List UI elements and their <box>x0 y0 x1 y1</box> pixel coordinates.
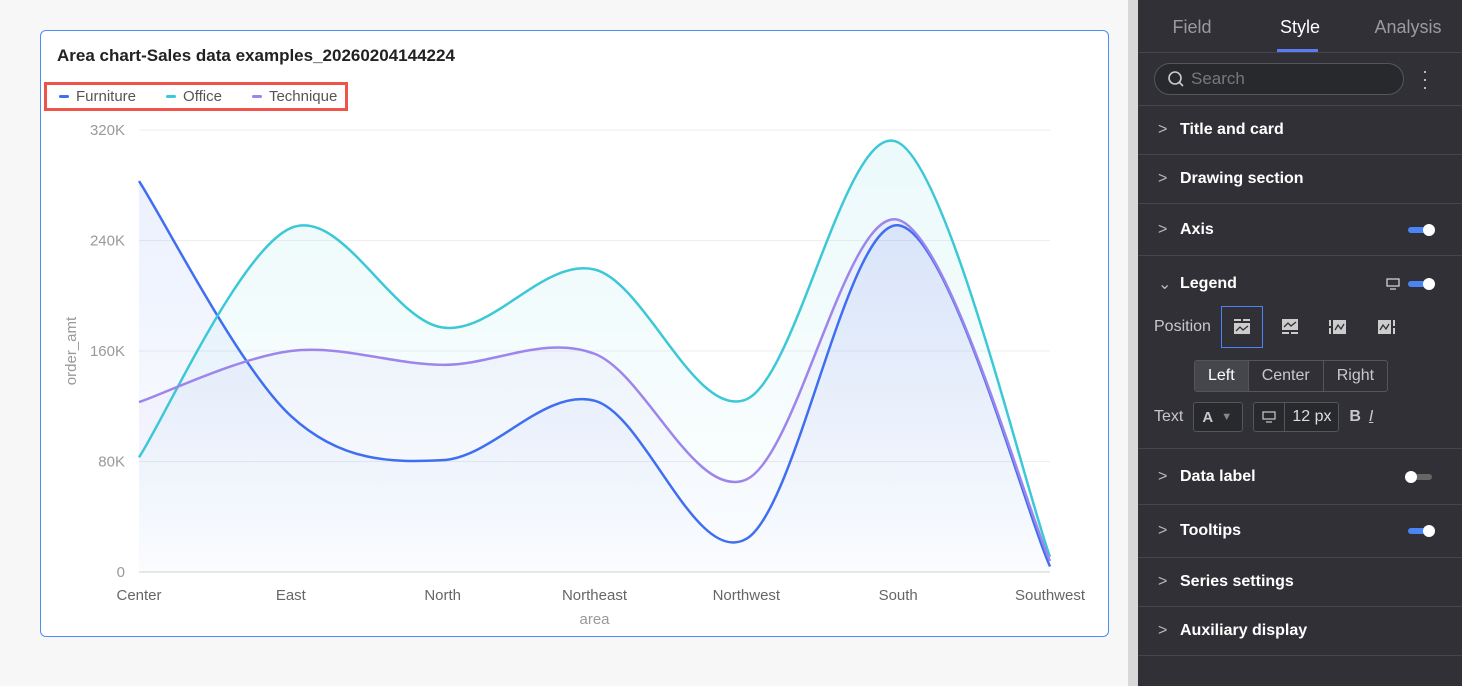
font-size-value: 12 <box>1292 408 1311 425</box>
italic-button[interactable]: I <box>1368 408 1374 425</box>
legend-position-right[interactable] <box>1365 306 1407 348</box>
align-center-button[interactable]: Center <box>1249 361 1324 391</box>
x-tick-label: North <box>424 587 461 604</box>
font-color-picker[interactable]: A ▼ <box>1193 402 1244 432</box>
text-label: Text <box>1154 408 1184 425</box>
monitor-icon[interactable] <box>1386 278 1400 290</box>
bold-button[interactable]: B <box>1349 408 1361 425</box>
chevron-right-icon: > <box>1158 522 1168 539</box>
section-drawing[interactable]: > Drawing section <box>1138 155 1462 204</box>
chart-legend: Furniture Office Technique <box>44 82 349 111</box>
caret-down-icon: ▼ <box>1221 411 1233 423</box>
x-tick-label: East <box>276 587 307 604</box>
chevron-right-icon: > <box>1158 170 1168 187</box>
section-axis[interactable]: > Axis <box>1138 204 1462 256</box>
section-label: Title and card <box>1180 121 1284 138</box>
chevron-right-icon: > <box>1158 622 1168 639</box>
x-tick-label: Center <box>116 587 161 604</box>
tooltips-toggle[interactable] <box>1408 525 1435 537</box>
panel-tabs: Field Style Analysis <box>1138 0 1462 53</box>
chevron-right-icon: > <box>1158 121 1168 138</box>
x-axis-label: area <box>579 611 610 628</box>
y-tick-label: 0 <box>117 564 125 581</box>
more-icon[interactable]: · · · <box>1422 61 1428 97</box>
font-size-unit: px <box>1314 408 1332 425</box>
section-label: Drawing section <box>1180 170 1304 187</box>
y-tick-label: 320K <box>90 122 125 139</box>
search-input[interactable]: Search <box>1154 63 1404 95</box>
section-title-and-card[interactable]: > Title and card <box>1138 106 1462 155</box>
tab-style[interactable]: Style <box>1246 0 1354 52</box>
legend-item-furniture[interactable]: Furniture <box>59 88 136 105</box>
section-label: Legend <box>1180 275 1237 292</box>
monitor-icon <box>1262 411 1276 423</box>
legend-left-icon <box>1328 320 1346 334</box>
legend-item-office[interactable]: Office <box>166 88 222 105</box>
legend-label: Office <box>183 88 222 105</box>
section-label: Data label <box>1180 467 1256 485</box>
section-auxiliary-display[interactable]: > Auxiliary display <box>1138 607 1462 656</box>
data-label-toggle[interactable] <box>1405 470 1432 483</box>
search-icon <box>1168 71 1184 87</box>
section-label: Axis <box>1180 220 1214 238</box>
legend-right-icon <box>1377 320 1395 334</box>
area-fill-technique <box>139 219 1050 572</box>
legend-bottom-icon <box>1281 319 1298 334</box>
area-chart: 0 80K 160K 240K 320K Center East North Northeast… <box>63 122 1086 628</box>
font-size-input[interactable]: 12 px <box>1253 402 1340 432</box>
legend-header[interactable]: ⌄ Legend <box>1138 256 1462 312</box>
y-axis-label: order_amt <box>63 316 80 385</box>
chart-card: Area chart-Sales data examples_202602041… <box>40 30 1109 637</box>
x-tick-label: Southwest <box>1015 587 1086 604</box>
section-data-label[interactable]: > Data label <box>1138 449 1462 505</box>
settings-panel: Field Style Analysis Search · · · > Title a… <box>1138 0 1462 686</box>
tab-analysis[interactable]: Analysis <box>1374 17 1442 37</box>
x-tick-label: South <box>879 587 918 604</box>
section-tooltips[interactable]: > Tooltips <box>1138 505 1462 558</box>
legend-label: Technique <box>268 88 338 105</box>
legend-position-left[interactable] <box>1317 306 1359 348</box>
chevron-down-icon: ⌄ <box>1158 276 1172 293</box>
section-label: Auxiliary display <box>1180 622 1308 639</box>
y-tick-label: 240K <box>90 233 125 250</box>
series-line-technique <box>138 218 1052 562</box>
y-tick-label: 80K <box>98 454 125 471</box>
chevron-right-icon: > <box>1158 573 1168 590</box>
x-tick-label: Northeast <box>562 587 628 604</box>
legend-align-group: Left Center Right <box>1194 360 1389 392</box>
section-series-settings[interactable]: > Series settings <box>1138 558 1462 607</box>
font-color-value: A <box>1202 408 1214 426</box>
position-label: Position <box>1154 318 1211 335</box>
legend-label: Furniture <box>76 88 137 105</box>
x-tick-label: Northwest <box>713 587 781 604</box>
align-right-button[interactable]: Right <box>1336 367 1375 384</box>
section-label: Series settings <box>1180 573 1294 590</box>
legend-top-icon <box>1233 319 1250 334</box>
legend-position-top[interactable] <box>1220 306 1263 348</box>
panel-resize-handle[interactable] <box>1128 0 1138 686</box>
axis-toggle[interactable] <box>1408 223 1435 236</box>
series-line-furniture <box>137 180 1052 567</box>
y-tick-label: 160K <box>90 343 125 360</box>
tab-field[interactable]: Field <box>1172 17 1212 37</box>
section-legend: ⌄ Legend Position Left Center Right Text … <box>1138 256 1462 449</box>
chevron-right-icon: > <box>1158 467 1168 485</box>
legend-toggle[interactable] <box>1408 278 1435 290</box>
chart-title: Area chart-Sales data examples_202602041… <box>57 46 455 65</box>
section-label: Tooltips <box>1180 522 1242 539</box>
search-placeholder: Search <box>1191 69 1245 88</box>
legend-position-bottom[interactable] <box>1269 306 1311 348</box>
legend-item-technique[interactable]: Technique <box>251 88 338 105</box>
chevron-right-icon: > <box>1158 220 1168 238</box>
align-left-button[interactable]: Left <box>1195 361 1249 391</box>
series-line-office <box>137 139 1052 558</box>
